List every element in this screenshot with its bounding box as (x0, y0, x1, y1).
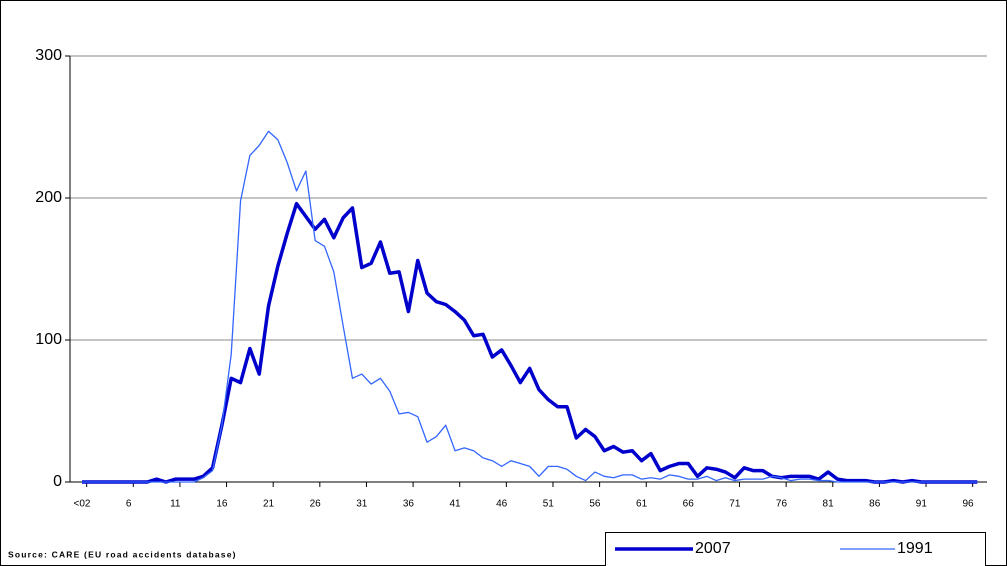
x-tick-label: 86 (869, 499, 881, 510)
y-tick-label: 0 (53, 473, 62, 490)
x-tick-label: 91 (916, 499, 928, 510)
legend-label: 1991 (897, 540, 933, 557)
x-tick-label: 56 (589, 499, 601, 510)
x-tick-label: 36 (403, 499, 415, 510)
x-tick-label: 31 (356, 499, 368, 510)
x-tick-label: 16 (216, 499, 228, 510)
x-tick-label: 41 (449, 499, 461, 510)
x-tick-label: 11 (170, 499, 181, 510)
series-line (82, 201, 978, 484)
x-tick-label: 51 (543, 499, 555, 510)
x-tick-label: 21 (263, 499, 275, 510)
x-tick-label: 71 (729, 499, 741, 510)
y-tick-label: 300 (35, 47, 62, 64)
x-tick-label: 66 (683, 499, 695, 510)
y-tick-label: 100 (35, 331, 62, 348)
legend-label: 2007 (695, 540, 731, 557)
x-tick-label: 46 (496, 499, 508, 510)
source-note: Source: CARE (EU road accidents database… (8, 549, 237, 559)
x-tick-label: 96 (962, 499, 974, 510)
y-tick-label: 200 (35, 189, 62, 206)
x-tick-label: 81 (823, 499, 835, 510)
x-tick-label: 61 (636, 499, 648, 510)
series-line (82, 130, 978, 483)
x-tick-label: 76 (776, 499, 788, 510)
x-tick-label: <02 (74, 499, 91, 510)
x-tick-label: 26 (310, 499, 322, 510)
x-tick-label: 6 (126, 499, 132, 510)
